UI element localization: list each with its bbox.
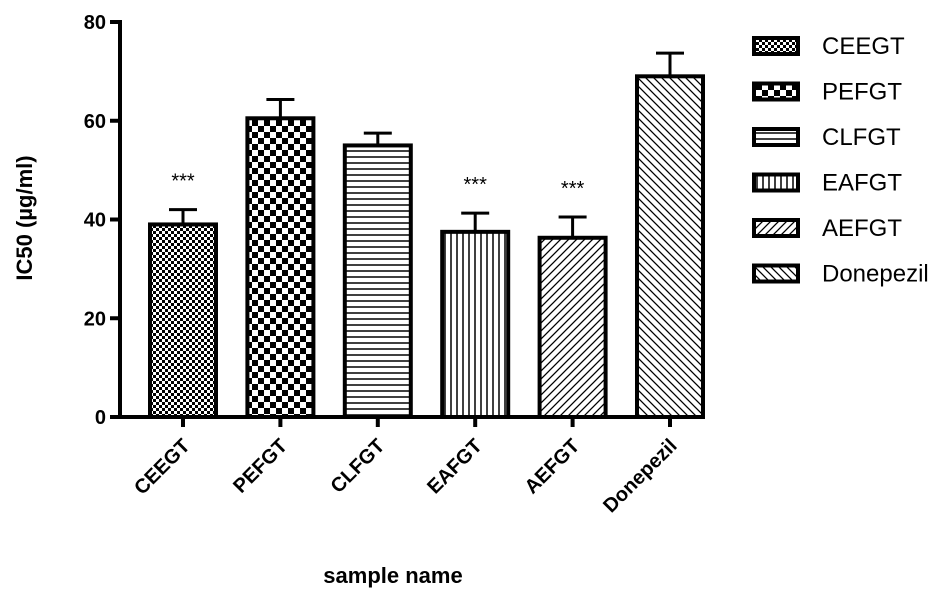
bar-donepezil <box>635 74 705 419</box>
x-tick-label: CEEGT <box>130 435 194 499</box>
bar-eafgt <box>440 229 511 419</box>
y-axis-title: IC50 (µg/ml) <box>12 155 37 280</box>
y-tick-label: 60 <box>84 111 106 133</box>
legend-label: PEFGT <box>822 79 902 106</box>
legend-label: EAFGT <box>822 170 902 197</box>
significance-marker: *** <box>464 174 488 196</box>
y-tick-label: 40 <box>84 210 106 232</box>
legend-swatch <box>752 172 800 193</box>
bars-group: *** *** *** <box>148 51 705 419</box>
legend-label: Donepezil <box>822 261 929 288</box>
significance-marker: *** <box>171 171 195 193</box>
y-tick-label: 20 <box>84 308 106 330</box>
y-tick-label: 0 <box>95 407 106 429</box>
legend: CEEGT PEFGT CLFGT EAFGT AEFGT Donepezil <box>752 33 929 288</box>
y-tick-label: 80 <box>84 12 106 34</box>
x-axis-title: sample name <box>323 563 462 588</box>
legend-swatch <box>752 36 800 56</box>
legend-label: AEFGT <box>822 215 902 242</box>
legend-swatch <box>752 127 800 147</box>
bar-clfgt <box>342 143 413 419</box>
legend-swatch <box>752 81 800 102</box>
significance-marker: *** <box>561 178 585 200</box>
legend-label: CEEGT <box>822 33 905 60</box>
legend-swatch <box>752 218 800 238</box>
bar-ceegt <box>148 222 218 419</box>
x-tick-label: PEFGT <box>229 435 292 498</box>
legend-label: CLFGT <box>822 124 901 151</box>
x-tick-label: AEFGT <box>521 435 584 498</box>
bar-pefgt <box>245 116 316 419</box>
x-tick-labels: CEEGT PEFGT CLFGT EAFGT AEFGT Donepezil <box>130 417 682 517</box>
bar-aefgt <box>537 235 608 419</box>
legend-swatch <box>752 263 800 284</box>
x-tick-label: EAFGT <box>423 435 486 498</box>
x-tick-label: Donepezil <box>599 435 681 517</box>
x-tick-label: CLFGT <box>327 435 390 498</box>
